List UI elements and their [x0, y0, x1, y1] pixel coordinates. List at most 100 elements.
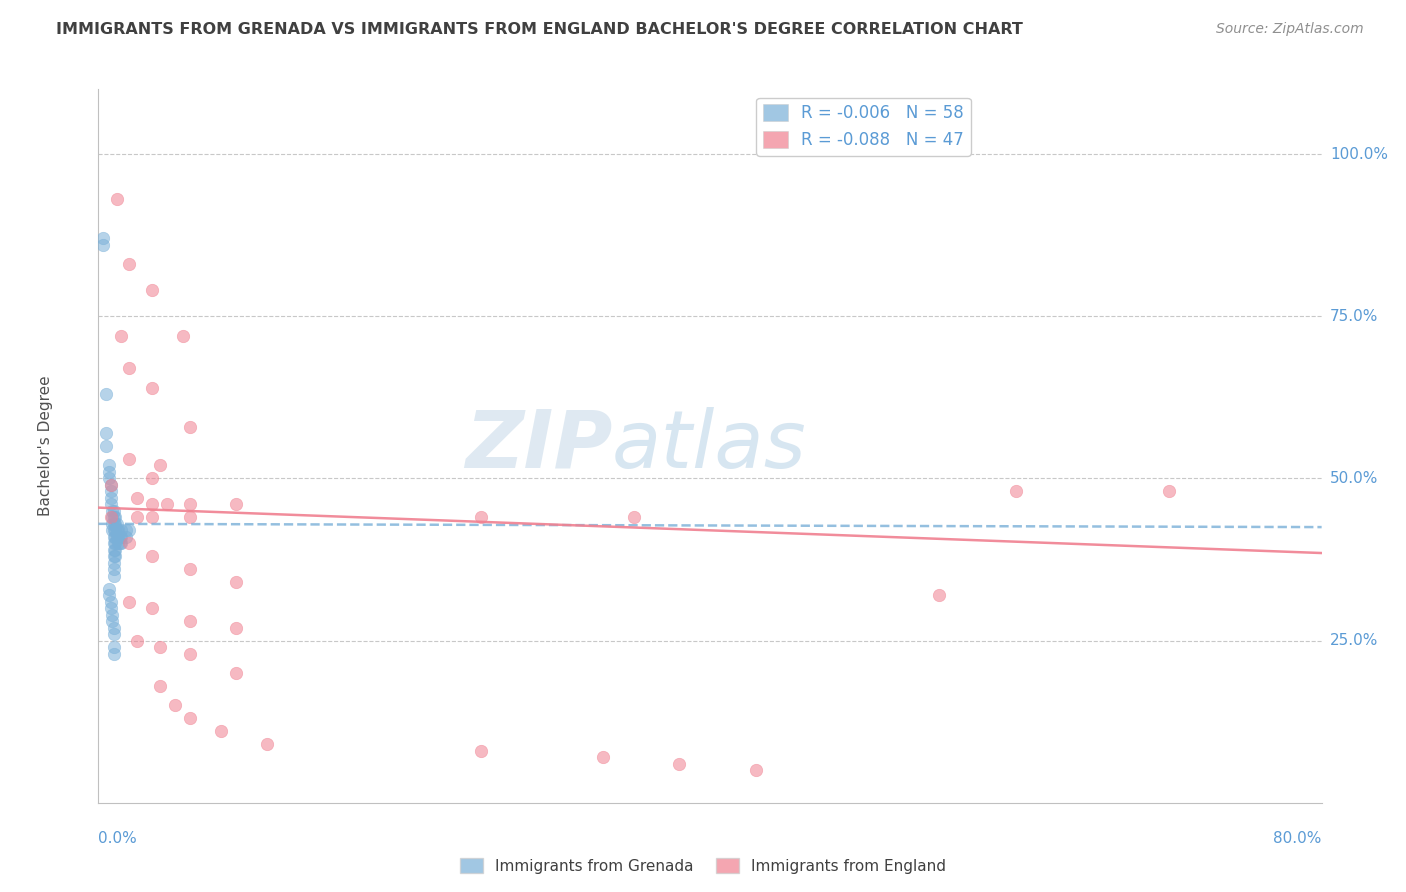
Point	[141, 497, 163, 511]
Point	[101, 510, 124, 524]
Point	[1004, 484, 1026, 499]
Point	[98, 582, 121, 596]
Point	[108, 530, 131, 544]
Point	[100, 478, 122, 492]
Point	[104, 530, 127, 544]
Point	[172, 328, 194, 343]
Point	[118, 257, 141, 271]
Point	[103, 542, 125, 557]
Point	[105, 524, 128, 538]
Point	[141, 601, 163, 615]
Text: atlas: atlas	[612, 407, 807, 485]
Point	[101, 504, 124, 518]
Text: Source: ZipAtlas.com: Source: ZipAtlas.com	[1216, 22, 1364, 37]
Point	[118, 524, 141, 538]
Point	[104, 549, 127, 564]
Point	[118, 595, 141, 609]
Point	[98, 588, 121, 602]
Point	[179, 510, 201, 524]
Text: 25.0%: 25.0%	[1330, 633, 1378, 648]
Point	[103, 510, 125, 524]
Point	[101, 524, 124, 538]
Point	[141, 510, 163, 524]
Point	[100, 497, 122, 511]
Point	[125, 491, 148, 505]
Point	[100, 491, 122, 505]
Point	[94, 387, 117, 401]
Point	[104, 536, 127, 550]
Point	[100, 484, 122, 499]
Point	[125, 510, 148, 524]
Point	[115, 530, 138, 544]
Point	[118, 452, 141, 467]
Legend: R = -0.006   N = 58, R = -0.088   N = 47: R = -0.006 N = 58, R = -0.088 N = 47	[756, 97, 970, 155]
Point	[91, 238, 114, 252]
Point	[100, 595, 122, 609]
Point	[103, 549, 125, 564]
Point	[101, 516, 124, 531]
Point	[470, 744, 492, 758]
Point	[225, 575, 247, 590]
Text: 0.0%: 0.0%	[98, 830, 138, 846]
Point	[179, 614, 201, 628]
Point	[156, 497, 179, 511]
Point	[745, 764, 768, 778]
Point	[225, 621, 247, 635]
Point	[91, 231, 114, 245]
Point	[141, 471, 163, 485]
Point	[108, 536, 131, 550]
Point	[163, 698, 186, 713]
Point	[179, 711, 201, 725]
Point	[225, 666, 247, 681]
Text: IMMIGRANTS FROM GRENADA VS IMMIGRANTS FROM ENGLAND BACHELOR'S DEGREE CORRELATION: IMMIGRANTS FROM GRENADA VS IMMIGRANTS FR…	[56, 22, 1024, 37]
Point	[110, 524, 132, 538]
Point	[103, 536, 125, 550]
Point	[105, 193, 128, 207]
Point	[118, 361, 141, 376]
Point	[225, 497, 247, 511]
Point	[100, 510, 122, 524]
Text: 80.0%: 80.0%	[1274, 830, 1322, 846]
Point	[107, 536, 129, 550]
Point	[94, 439, 117, 453]
Point	[668, 756, 690, 771]
Point	[100, 601, 122, 615]
Point	[149, 679, 172, 693]
Point	[110, 536, 132, 550]
Point	[103, 504, 125, 518]
Point	[141, 549, 163, 564]
Point	[110, 530, 132, 544]
Point	[149, 640, 172, 654]
Point	[107, 524, 129, 538]
Point	[179, 419, 201, 434]
Point	[125, 633, 148, 648]
Point	[141, 283, 163, 297]
Point	[94, 425, 117, 440]
Point	[149, 458, 172, 473]
Point	[623, 510, 645, 524]
Point	[103, 621, 125, 635]
Point	[141, 381, 163, 395]
Point	[103, 530, 125, 544]
Point	[1157, 484, 1180, 499]
Legend: Immigrants from Grenada, Immigrants from England: Immigrants from Grenada, Immigrants from…	[454, 852, 952, 880]
Point	[104, 524, 127, 538]
Text: Bachelor's Degree: Bachelor's Degree	[38, 376, 53, 516]
Point	[103, 568, 125, 582]
Point	[256, 738, 278, 752]
Text: 75.0%: 75.0%	[1330, 309, 1378, 324]
Point	[98, 458, 121, 473]
Text: 100.0%: 100.0%	[1330, 146, 1388, 161]
Point	[104, 510, 127, 524]
Point	[98, 471, 121, 485]
Point	[103, 516, 125, 531]
Point	[110, 328, 132, 343]
Text: 50.0%: 50.0%	[1330, 471, 1378, 486]
Point	[179, 497, 201, 511]
Point	[105, 530, 128, 544]
Point	[179, 562, 201, 576]
Point	[103, 556, 125, 570]
Point	[101, 607, 124, 622]
Point	[105, 516, 128, 531]
Point	[107, 530, 129, 544]
